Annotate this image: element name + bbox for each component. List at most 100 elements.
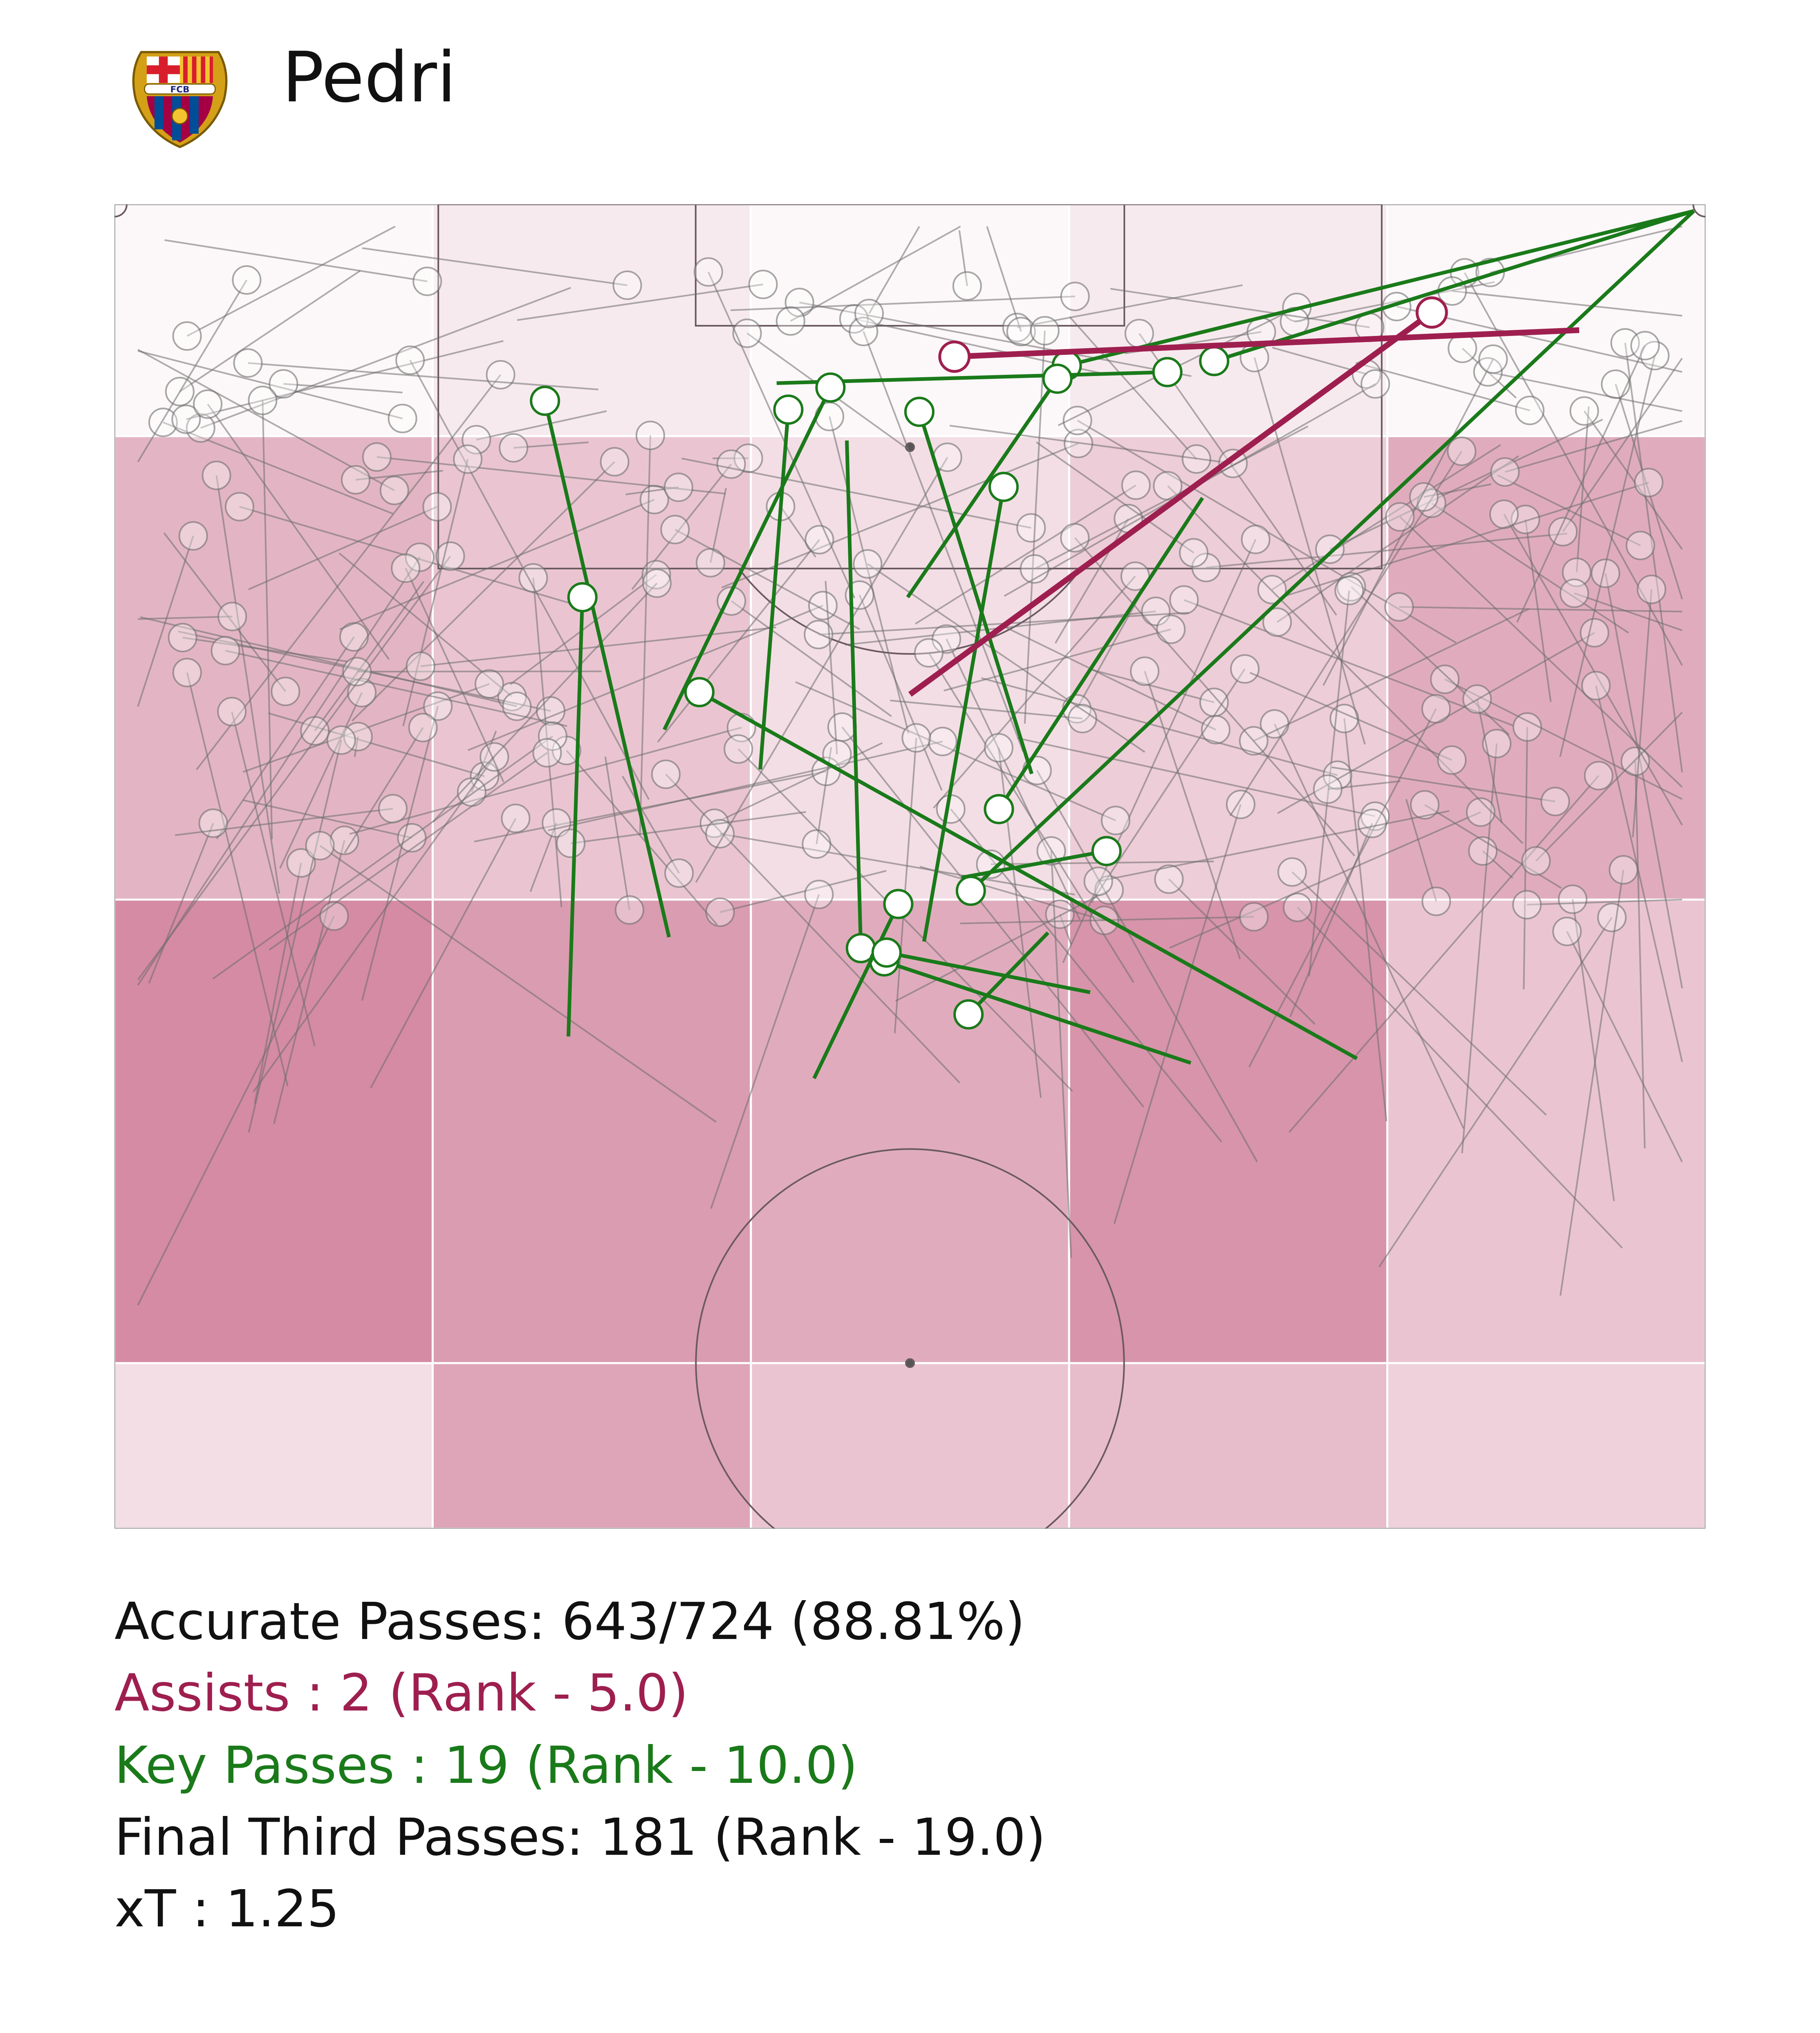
pass-line bbox=[1566, 931, 1683, 1162]
assist-line bbox=[954, 327, 1580, 360]
xt-zone bbox=[1386, 898, 1707, 1364]
pass-line bbox=[1098, 810, 1450, 882]
pass-map bbox=[114, 204, 1707, 1530]
pass-end-marker bbox=[1540, 787, 1570, 817]
pass-end-marker bbox=[827, 712, 857, 742]
pass-end-marker bbox=[1006, 317, 1036, 347]
pass-end-marker bbox=[849, 317, 879, 347]
pass-end-marker bbox=[663, 472, 693, 502]
pass-end-marker bbox=[286, 848, 316, 878]
assists-layer bbox=[908, 296, 1580, 697]
pass-line bbox=[164, 239, 428, 282]
pass-line bbox=[474, 770, 827, 843]
pass-line bbox=[1024, 331, 1046, 724]
pass-end-marker bbox=[1468, 836, 1498, 866]
pass-line bbox=[163, 421, 394, 515]
pass-end-marker bbox=[854, 299, 884, 329]
pass-line bbox=[513, 441, 589, 449]
player-name: Pedri bbox=[282, 37, 457, 118]
pass-line bbox=[631, 463, 732, 590]
pass-line bbox=[1248, 708, 1437, 1068]
pass-end-marker bbox=[1630, 331, 1660, 360]
key-pass-line bbox=[922, 486, 1006, 942]
assist-end-marker bbox=[938, 340, 971, 373]
pass-line bbox=[1476, 699, 1503, 823]
pass-line bbox=[780, 506, 816, 558]
key-pass-end-marker bbox=[953, 999, 984, 1030]
pass-end-marker bbox=[914, 638, 944, 668]
pass-line bbox=[137, 280, 248, 463]
key-pass-end-marker bbox=[955, 875, 986, 906]
pass-end-marker bbox=[148, 407, 178, 437]
pass-end-marker bbox=[474, 669, 504, 699]
assist-line bbox=[908, 310, 1434, 697]
pass-line bbox=[986, 226, 1022, 332]
pass-line bbox=[1574, 592, 1683, 631]
pass-line bbox=[207, 403, 390, 660]
pass-end-marker bbox=[326, 725, 356, 755]
key-pass-line bbox=[917, 411, 1033, 775]
pass-line bbox=[163, 532, 286, 692]
assist-end-marker bbox=[1415, 296, 1448, 329]
pass-end-marker bbox=[641, 560, 671, 589]
pass-end-marker bbox=[453, 444, 483, 474]
pass-line bbox=[1431, 502, 1629, 634]
pass-line bbox=[928, 652, 1134, 983]
pass-line bbox=[1059, 914, 1072, 945]
pass-end-marker bbox=[1218, 448, 1248, 478]
pass-line bbox=[529, 822, 558, 892]
pass-end-marker bbox=[1448, 334, 1477, 363]
pass-end-marker bbox=[1130, 656, 1160, 686]
pass-line bbox=[137, 555, 451, 981]
key-pass-end-marker bbox=[684, 677, 715, 708]
pass-end-marker bbox=[1385, 502, 1415, 532]
pass-end-marker bbox=[776, 306, 805, 336]
key-pass-end-marker bbox=[904, 396, 935, 427]
pass-line bbox=[377, 456, 726, 495]
pass-end-marker bbox=[1179, 538, 1208, 568]
xt-zone bbox=[750, 1362, 1070, 1530]
pass-end-marker bbox=[178, 521, 208, 551]
pass-end-marker bbox=[378, 794, 408, 824]
pass-end-marker bbox=[1083, 866, 1113, 896]
pass-line bbox=[283, 383, 403, 394]
pass-end-marker bbox=[705, 897, 735, 927]
pass-line bbox=[254, 862, 302, 1104]
pass-line bbox=[405, 568, 504, 782]
pass-end-marker bbox=[1466, 797, 1496, 827]
pass-end-marker bbox=[1169, 585, 1199, 615]
pass-line bbox=[721, 443, 1079, 589]
pass-end-marker bbox=[1154, 864, 1184, 894]
xt-zone bbox=[431, 898, 752, 1364]
assists-stat: Assists : 2 (Rank - 5.0) bbox=[114, 1664, 688, 1723]
pass-line bbox=[1504, 420, 1683, 473]
pass-end-marker bbox=[341, 465, 371, 495]
pass-end-marker bbox=[984, 733, 1013, 763]
pass-end-marker bbox=[853, 549, 883, 579]
pass-line bbox=[858, 595, 943, 791]
pass-line bbox=[707, 271, 856, 599]
pass-line bbox=[1183, 599, 1513, 726]
pass-end-marker bbox=[233, 348, 263, 378]
pass-line bbox=[1036, 770, 1258, 1162]
pass-end-marker bbox=[1560, 578, 1589, 608]
pass-line bbox=[148, 823, 214, 984]
pass-end-marker bbox=[802, 829, 832, 859]
xt-zone bbox=[1068, 898, 1389, 1364]
pass-line bbox=[1576, 406, 1590, 573]
pass-end-marker bbox=[198, 808, 228, 838]
pass-line bbox=[1464, 272, 1683, 666]
pass-end-marker bbox=[1020, 554, 1049, 584]
pass-line bbox=[248, 362, 598, 390]
pass-line bbox=[1356, 362, 1530, 412]
pass-end-marker bbox=[612, 270, 642, 300]
pass-line bbox=[314, 581, 424, 732]
pass-line bbox=[841, 726, 1144, 1108]
pass-end-marker bbox=[1475, 257, 1505, 287]
pass-line bbox=[1331, 766, 1556, 802]
pass-line bbox=[1524, 519, 1552, 702]
pass-end-marker bbox=[1124, 318, 1154, 348]
pass-line bbox=[225, 649, 567, 727]
pass-end-marker bbox=[804, 620, 834, 649]
pass-line bbox=[248, 506, 438, 590]
